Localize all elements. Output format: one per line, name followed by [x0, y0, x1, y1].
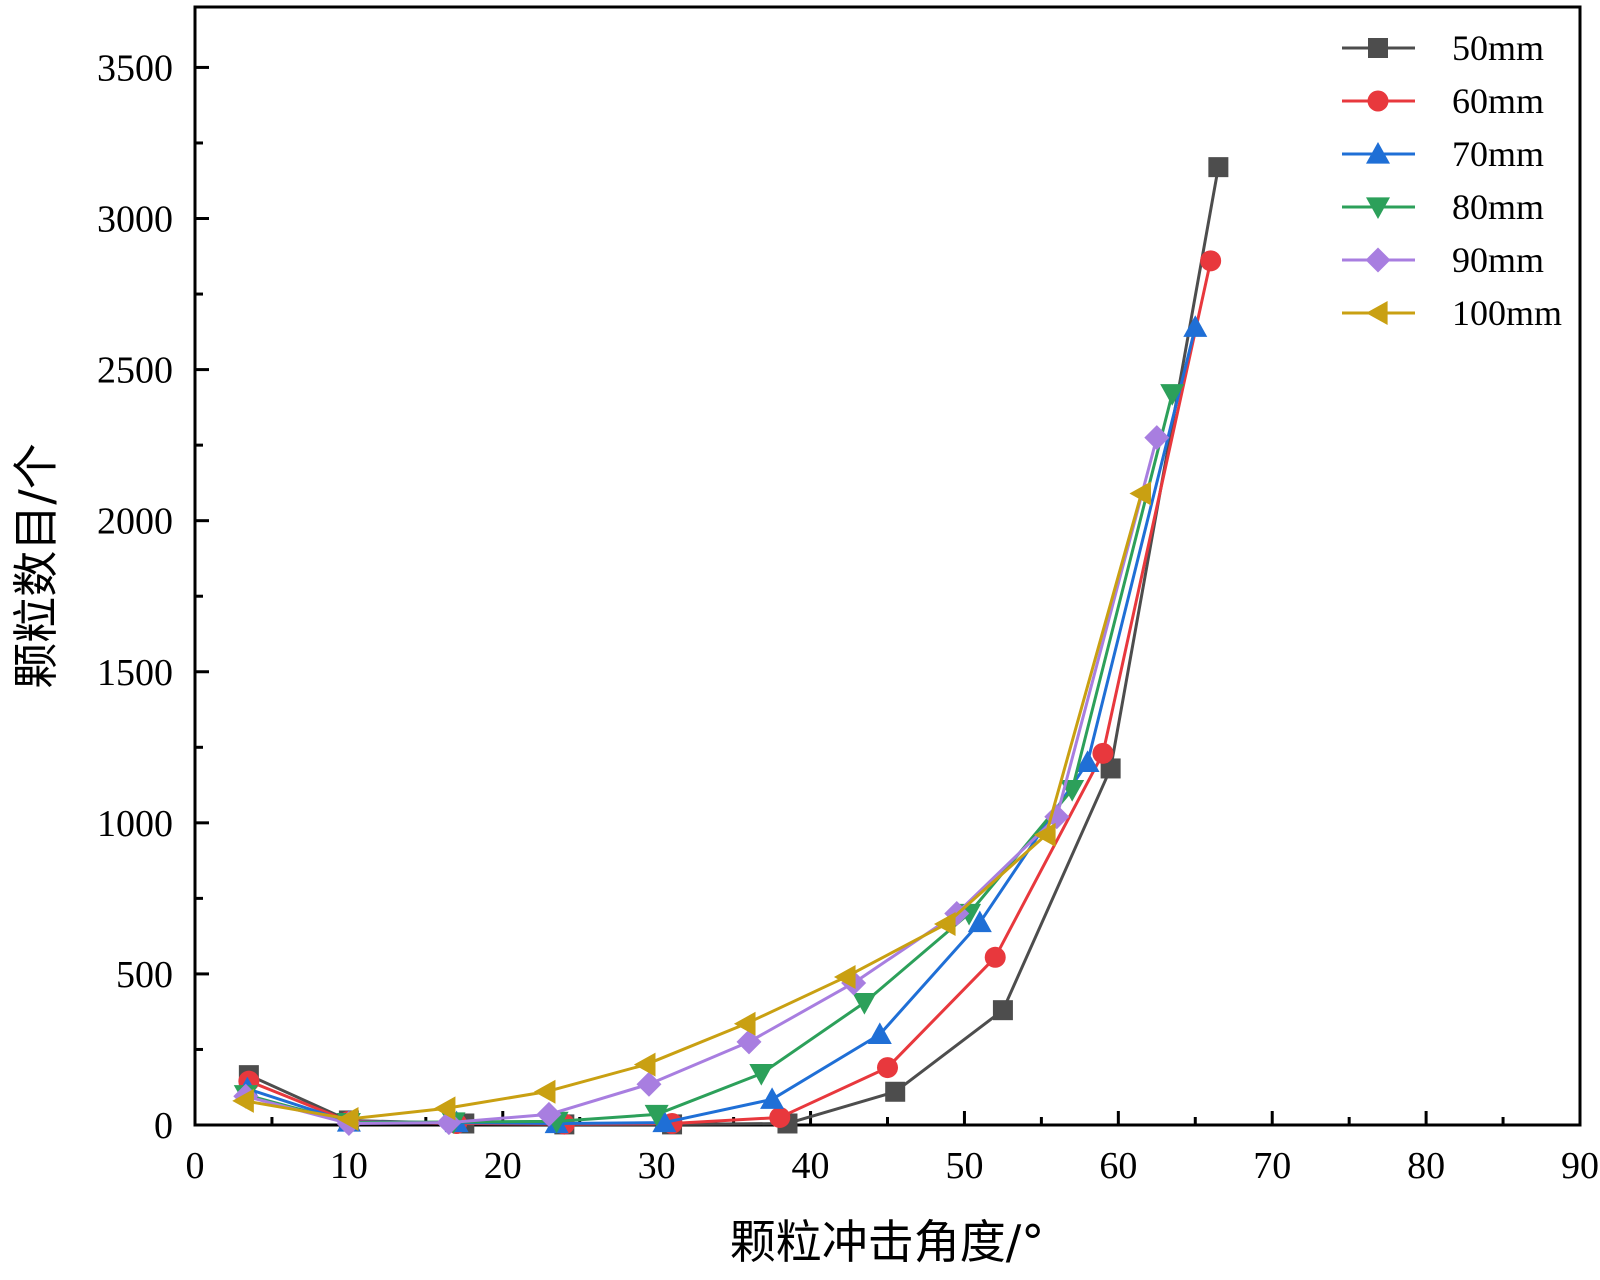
y-tick-label: 500: [116, 954, 173, 996]
data-point: [867, 1022, 892, 1044]
data-point: [1160, 384, 1185, 406]
data-point: [749, 1064, 774, 1086]
data-point: [1129, 481, 1152, 506]
data-point: [652, 1110, 677, 1133]
x-tick-label: 10: [330, 1145, 368, 1187]
legend-item: 60mm: [1342, 81, 1544, 121]
legend-marker: [1368, 38, 1388, 58]
data-point: [533, 1079, 556, 1104]
x-tick-label: 90: [1561, 1145, 1599, 1187]
x-tick-label: 20: [484, 1145, 522, 1187]
data-point: [433, 1096, 456, 1121]
series-layer: [232, 157, 1229, 1136]
y-tick-label: 3500: [97, 47, 173, 89]
legend-item: 70mm: [1342, 134, 1544, 174]
data-point: [967, 910, 992, 933]
series-line: [245, 437, 1159, 1125]
x-axis-label: 颗粒冲击角度/°: [730, 1215, 1045, 1269]
data-point: [1183, 315, 1208, 337]
data-point: [877, 1057, 898, 1079]
legend: 50mm 60mm 70mm 80mm 90mm 100mm: [1342, 28, 1562, 333]
data-point: [933, 912, 956, 937]
data-point: [1144, 425, 1170, 451]
y-tick-label: 1500: [97, 652, 173, 694]
legend-item: 100mm: [1342, 293, 1562, 333]
data-point: [885, 1081, 906, 1102]
x-tick-label: 0: [186, 1145, 205, 1187]
legend-label: 50mm: [1452, 28, 1544, 68]
data-point: [1075, 750, 1100, 773]
series-line: [248, 166, 1220, 1126]
y-tick-label: 1000: [97, 803, 173, 845]
series-50mm: [238, 157, 1229, 1135]
series-line: [246, 326, 1197, 1125]
data-point: [1208, 157, 1229, 178]
data-point: [336, 1106, 359, 1131]
data-point: [736, 1029, 762, 1055]
data-point: [1034, 822, 1056, 847]
series-line: [245, 393, 1174, 1125]
data-point: [733, 1011, 756, 1036]
legend-marker: [1366, 197, 1390, 219]
data-point: [536, 1101, 562, 1127]
legend-item: 80mm: [1342, 187, 1544, 227]
data-point: [1092, 742, 1114, 764]
series-80mm: [233, 384, 1185, 1135]
legend-label: 90mm: [1452, 240, 1544, 280]
axes: 0 10 20 30 40 50 60 70 80 90 0 500 1000 1500 2000 2500 3…: [97, 47, 1599, 1187]
data-point: [633, 1052, 656, 1077]
data-point: [760, 1087, 785, 1109]
legend-item: 90mm: [1342, 240, 1544, 280]
data-point: [852, 993, 877, 1015]
legend-marker: [1366, 142, 1390, 164]
x-tick-label: 40: [792, 1145, 830, 1187]
x-tick-label: 70: [1253, 1145, 1291, 1187]
series-line: [248, 260, 1213, 1126]
legend-marker: [1366, 301, 1388, 325]
data-point: [992, 1000, 1013, 1021]
data-point: [1200, 250, 1222, 272]
legend-label: 80mm: [1452, 187, 1544, 227]
legend-marker: [1365, 247, 1391, 273]
legend-label: 100mm: [1452, 293, 1562, 333]
data-point: [769, 1106, 791, 1128]
x-tick-label: 30: [638, 1145, 676, 1187]
y-tick-label: 2000: [97, 501, 173, 543]
y-axis-label: 颗粒数目/个: [9, 443, 63, 689]
data-point: [833, 964, 856, 989]
y-tick-label: 3000: [97, 199, 173, 241]
series-90mm: [233, 425, 1170, 1136]
data-point: [232, 1088, 254, 1113]
legend-label: 70mm: [1452, 134, 1544, 174]
series-70mm: [235, 315, 1208, 1134]
plot-frame: [193, 5, 1582, 1127]
y-tick-label: 2500: [97, 350, 173, 392]
legend-marker: [1367, 90, 1389, 112]
data-point: [644, 1104, 669, 1127]
x-tick-label: 60: [1099, 1145, 1137, 1187]
data-point: [636, 1071, 662, 1097]
legend-label: 60mm: [1452, 81, 1544, 121]
x-tick-label: 80: [1407, 1145, 1445, 1187]
series-100mm: [232, 481, 1152, 1131]
data-point: [984, 946, 1006, 968]
legend-item: 50mm: [1342, 28, 1544, 68]
series-60mm: [238, 250, 1222, 1135]
series-line: [243, 493, 1143, 1121]
x-tick-label: 50: [945, 1145, 983, 1187]
y-tick-label: 0: [154, 1105, 173, 1147]
